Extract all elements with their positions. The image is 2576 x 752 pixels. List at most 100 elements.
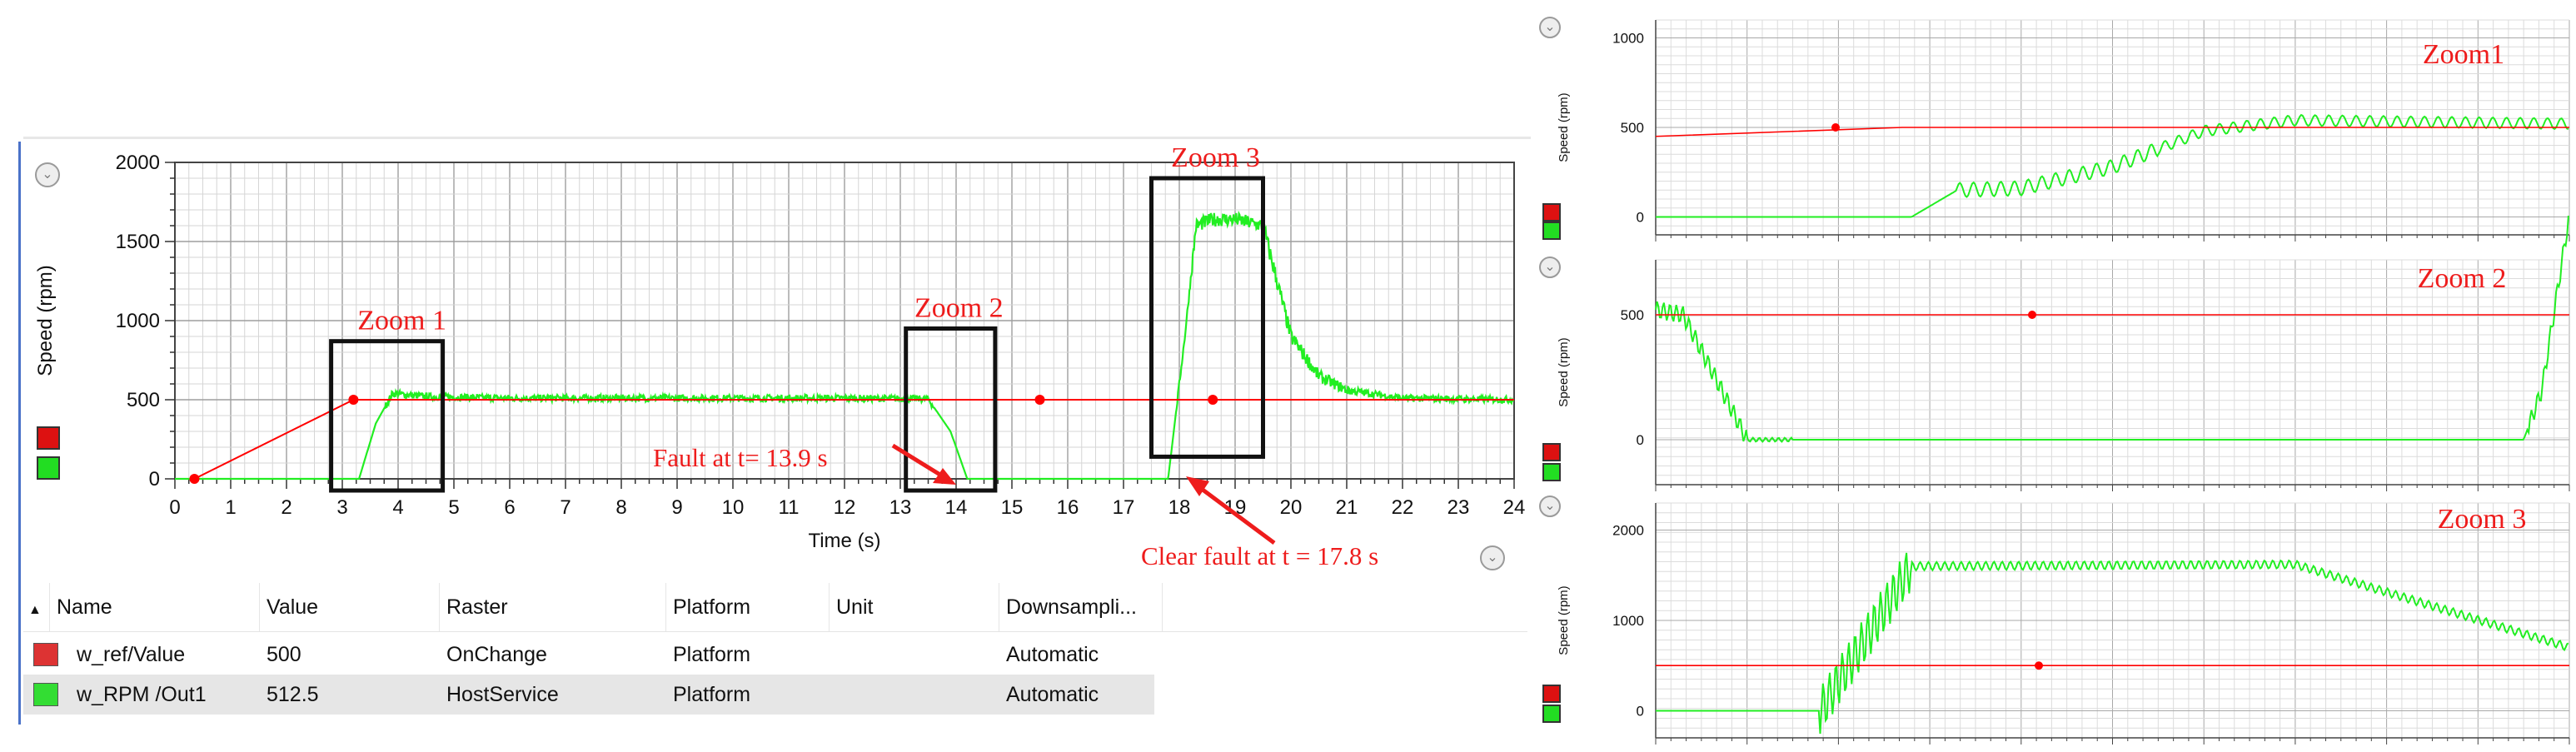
chevron-down-circle-icon: ⌄ bbox=[42, 167, 53, 182]
x-tick-label: 18 bbox=[1168, 496, 1191, 519]
collapse-button[interactable]: ⌄ bbox=[1539, 496, 1561, 517]
zoom-panel-3: ⌄ 0 1000 2000 Speed (rpm) Zoom 3 bbox=[1532, 491, 2576, 752]
x-tick-label: 0 bbox=[169, 496, 180, 519]
x-axis-label: Time (s) bbox=[808, 530, 880, 552]
signal-name: w_ref/Value bbox=[77, 643, 186, 666]
sort-ascending-icon: ▲ bbox=[28, 603, 42, 617]
y-tick-label: 500 bbox=[1621, 120, 1644, 136]
x-tick-label: 3 bbox=[336, 496, 347, 519]
column-header-downsampling[interactable]: Downsampli... bbox=[999, 583, 1163, 631]
y-tick-label: 0 bbox=[1637, 703, 1644, 719]
table-row[interactable]: w_RPM /Out1 512.5 HostService Platform A… bbox=[23, 675, 1154, 715]
main-speed-chart: 0 1 2 3 4 5 6 7 8 9 10 11 12 13 14 15 16 17 18 19 20 21 22 23 24… bbox=[34, 142, 1526, 570]
signal-table: ▲ Name Value Raster Platform Unit Downsa… bbox=[23, 583, 1527, 730]
signal-platform: Platform bbox=[673, 683, 751, 706]
signal-unit bbox=[830, 675, 836, 715]
chevron-down-circle-icon: ⌄ bbox=[1544, 499, 1556, 513]
zoom-label-3: Zoom 3 bbox=[1171, 142, 1260, 173]
x-tick-label: 17 bbox=[1113, 496, 1135, 519]
signal-downsampling: Automatic bbox=[1006, 683, 1099, 706]
series-line-rpm bbox=[175, 210, 1515, 481]
legend-swatch-ref[interactable] bbox=[1542, 685, 1561, 703]
expand-button[interactable]: ⌄ bbox=[1480, 545, 1505, 570]
column-header-unit[interactable]: Unit bbox=[830, 583, 999, 631]
ref-point bbox=[189, 474, 200, 484]
x-tick-label: 4 bbox=[392, 496, 403, 519]
collapse-button[interactable]: ⌄ bbox=[1539, 17, 1561, 38]
signal-value: 512.5 bbox=[267, 683, 319, 706]
zoom-panel-title: Zoom 3 bbox=[2438, 504, 2527, 535]
clear-fault-annotation: Clear fault at t = 17.8 s bbox=[1141, 541, 1378, 570]
legend-swatch-rpm[interactable] bbox=[1542, 222, 1561, 240]
signal-downsampling: Automatic bbox=[1006, 643, 1099, 666]
y-tick-label: 1000 bbox=[1612, 613, 1644, 629]
series-line-rpm bbox=[1656, 113, 2569, 218]
x-tick-label: 7 bbox=[560, 496, 571, 519]
x-tick-label: 10 bbox=[722, 496, 745, 519]
ref-point bbox=[348, 395, 359, 405]
table-row[interactable]: w_ref/Value 500 OnChange Platform Automa… bbox=[23, 635, 1154, 675]
chevron-down-circle-icon: ⌄ bbox=[1544, 20, 1556, 34]
signal-color-swatch[interactable] bbox=[33, 643, 58, 666]
x-tick-label: 22 bbox=[1392, 496, 1414, 519]
legend-swatch-rpm[interactable] bbox=[37, 456, 60, 480]
fault-annotation: Fault at t= 13.9 s bbox=[653, 443, 828, 472]
legend-swatch-ref[interactable] bbox=[1542, 203, 1561, 222]
fault-arrow bbox=[891, 443, 944, 479]
signal-raster: HostService bbox=[446, 683, 559, 706]
x-tick-label: 21 bbox=[1336, 496, 1358, 519]
column-header-value[interactable]: Value bbox=[260, 583, 440, 631]
signal-unit bbox=[830, 635, 836, 675]
x-tick-label: 15 bbox=[1001, 496, 1024, 519]
signal-raster: OnChange bbox=[446, 643, 547, 666]
clear-fault-arrow bbox=[1198, 485, 1276, 545]
column-header-platform[interactable]: Platform bbox=[666, 583, 830, 631]
y-tick-label: 1000 bbox=[1612, 31, 1644, 47]
column-header-raster[interactable]: Raster bbox=[440, 583, 666, 631]
legend-swatch-ref[interactable] bbox=[37, 426, 60, 450]
x-tick-label: 13 bbox=[889, 496, 912, 519]
legend-swatch-ref[interactable] bbox=[1542, 443, 1561, 461]
x-tick-label: 9 bbox=[671, 496, 682, 519]
series-line-rpm bbox=[1655, 215, 2569, 443]
y-axis-label: Speed (rpm) bbox=[1557, 92, 1571, 162]
y-axis-label: Speed (rpm) bbox=[1557, 585, 1571, 655]
plot-window-border bbox=[23, 137, 1531, 139]
zoom-box-1 bbox=[329, 339, 446, 493]
chevron-down-circle-icon: ⌄ bbox=[1544, 260, 1556, 274]
y-tick-label: 1000 bbox=[116, 310, 160, 332]
plot-window-left-border bbox=[18, 142, 21, 725]
y-tick-label: 0 bbox=[1637, 432, 1644, 448]
zoom-panel-2: ⌄ 0 500 Speed (rpm) Zoom 2 bbox=[1532, 215, 2576, 491]
ref-point bbox=[1034, 395, 1045, 405]
zoom-panel-title: Zoom1 bbox=[2423, 39, 2504, 70]
zoom2-chart: 0 500 Speed (rpm) Zoom 2 bbox=[1557, 215, 2570, 491]
zoom-box-2 bbox=[904, 326, 998, 493]
zoom-box-3 bbox=[1149, 176, 1265, 459]
legend-swatch-rpm[interactable] bbox=[1542, 705, 1561, 723]
y-tick-label: 1500 bbox=[116, 231, 160, 253]
fault-arrowhead bbox=[933, 468, 956, 485]
sort-column-button[interactable]: ▲ bbox=[23, 583, 50, 631]
ref-point bbox=[2028, 311, 2036, 319]
chevron-down-circle-icon: ⌄ bbox=[1487, 550, 1498, 565]
zoom-panel-title: Zoom 2 bbox=[2418, 263, 2507, 294]
x-tick-label: 20 bbox=[1280, 496, 1303, 519]
x-tick-label: 24 bbox=[1503, 496, 1526, 519]
clear-fault-arrowhead bbox=[1186, 476, 1209, 496]
main-plot-panel: ⌄ ⌄ 0 1 2 3 4 5 6 7 8 9 10 11 12 13 14 15 16 17 18 19 20 21 22… bbox=[0, 0, 1541, 725]
signal-color-swatch[interactable] bbox=[33, 683, 58, 706]
x-tick-label: 16 bbox=[1057, 496, 1079, 519]
y-tick-label: 500 bbox=[1621, 307, 1644, 323]
ref-point bbox=[1831, 123, 1840, 132]
series-line-rpm bbox=[1656, 552, 2569, 735]
x-tick-label: 11 bbox=[779, 496, 800, 519]
legend-swatch-rpm[interactable] bbox=[1542, 463, 1561, 481]
collapse-button[interactable]: ⌄ bbox=[35, 162, 60, 187]
zoom-panel-1: ⌄ 0 500 1000 Speed (rpm) Zoom1 bbox=[1532, 0, 2576, 250]
x-tick-label: 1 bbox=[225, 496, 236, 519]
collapse-button[interactable]: ⌄ bbox=[1539, 256, 1561, 278]
series-line-ref bbox=[194, 399, 1514, 480]
table-header: ▲ Name Value Raster Platform Unit Downsa… bbox=[23, 583, 1527, 632]
column-header-name[interactable]: Name bbox=[50, 583, 260, 631]
